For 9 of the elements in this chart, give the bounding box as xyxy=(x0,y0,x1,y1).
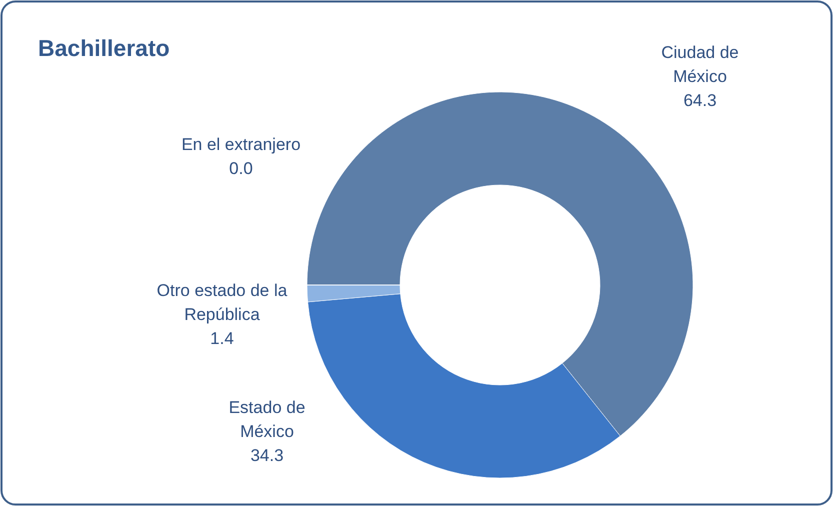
category-label: En el extranjero xyxy=(181,135,301,154)
slice-label: Ciudad de México xyxy=(661,43,739,86)
slice-label: Estado de México xyxy=(228,398,306,441)
text: 0.0 xyxy=(229,159,253,178)
data-label: 64.3 xyxy=(683,91,717,110)
data-label: 34.3 xyxy=(250,446,284,465)
data-label: 1.4 xyxy=(210,329,234,348)
slice-label: Otro estado de la República xyxy=(156,281,288,324)
chart-title: Bachillerato xyxy=(38,35,170,61)
